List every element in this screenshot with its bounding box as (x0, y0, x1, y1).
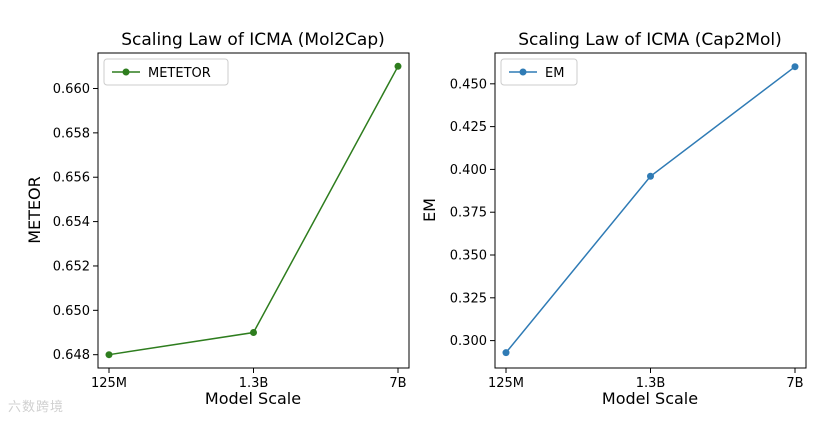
chart-mol2cap: Scaling Law of ICMA (Mol2Cap) 0.648 0.650… (25, 30, 410, 408)
plot-frame (494, 52, 807, 369)
y-axis: 0.300 0.325 0.350 0.375 0.400 0.425 0.450 (450, 77, 495, 349)
watermark: 六数跨境 (8, 400, 65, 415)
y-axis: 0.648 0.650 0.652 0.654 0.656 0.658 0.660 (53, 82, 98, 363)
x-tick-label: 125M (91, 376, 127, 391)
x-axis-label: Model Scale (602, 389, 698, 408)
y-axis-label: METEOR (25, 176, 44, 244)
x-tick-label: 1.3B (636, 376, 666, 391)
x-axis: 125M 1.3B 7B (488, 368, 804, 391)
series-layer (502, 63, 799, 357)
y-tick-label: 0.425 (450, 120, 487, 135)
y-tick-label: 0.656 (53, 171, 90, 186)
y-axis-label: EM (420, 198, 439, 222)
y-tick-label: 0.350 (450, 249, 487, 264)
y-tick-label: 0.650 (53, 304, 90, 319)
y-tick-label: 0.300 (450, 334, 487, 349)
legend: EM (500, 58, 578, 86)
legend-label: METETOR (148, 66, 211, 81)
y-tick-label: 0.654 (53, 215, 90, 230)
y-tick-label: 0.325 (450, 291, 487, 306)
data-point (647, 172, 654, 180)
chart-title: Scaling Law of ICMA (Mol2Cap) (121, 30, 385, 50)
y-tick-label: 0.660 (53, 82, 90, 97)
y-tick-label: 0.658 (53, 126, 90, 141)
chart-cap2mol: Scaling Law of ICMA (Cap2Mol) 0.300 0.325… (420, 30, 807, 408)
data-point (791, 63, 799, 71)
x-tick-label: 7B (786, 376, 803, 391)
chart-title: Scaling Law of ICMA (Cap2Mol) (518, 30, 782, 50)
legend-label: EM (545, 66, 564, 81)
x-tick-label: 125M (488, 376, 524, 391)
x-axis: 125M 1.3B 7B (91, 368, 407, 391)
series-line (108, 65, 399, 356)
data-point (502, 349, 510, 357)
y-tick-label: 0.375 (450, 206, 487, 221)
y-tick-label: 0.652 (53, 259, 90, 274)
series-line (505, 66, 796, 354)
legend: METETOR (103, 58, 229, 86)
x-tick-label: 7B (389, 376, 406, 391)
legend-marker (519, 68, 527, 76)
legend-box (500, 58, 578, 86)
data-point (394, 62, 402, 70)
data-point (105, 351, 113, 359)
x-tick-label: 1.3B (239, 376, 269, 391)
y-tick-label: 0.400 (450, 163, 487, 178)
data-point (250, 329, 257, 337)
plot-frame (97, 52, 410, 369)
legend-box (103, 58, 229, 86)
legend-marker (122, 68, 130, 76)
y-tick-label: 0.648 (53, 348, 90, 363)
x-axis-label: Model Scale (205, 389, 301, 408)
y-tick-label: 0.450 (450, 77, 487, 92)
series-layer (105, 62, 402, 359)
